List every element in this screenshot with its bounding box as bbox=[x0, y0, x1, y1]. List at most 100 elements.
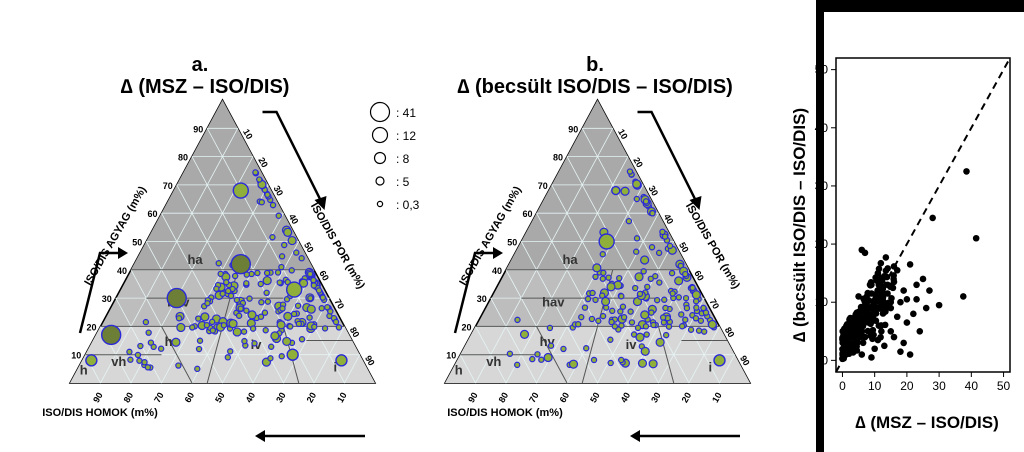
class-label-ha: ha bbox=[562, 252, 578, 267]
data-bubble bbox=[634, 324, 642, 332]
data-bubble-large bbox=[230, 253, 252, 275]
data-bubble bbox=[662, 304, 669, 312]
class-label-i: i bbox=[334, 360, 338, 375]
data-bubble bbox=[318, 305, 325, 312]
legend-label: : 0,3 bbox=[396, 198, 420, 212]
data-bubble bbox=[262, 327, 269, 334]
legend-label: : 8 bbox=[396, 152, 410, 166]
ternary-chart-a: hahavhvvhhivi101010202020303030404040505… bbox=[42, 98, 420, 442]
scatter-point bbox=[887, 298, 895, 306]
scatter-point bbox=[910, 310, 917, 318]
scatter-point bbox=[858, 327, 866, 335]
data-bubble bbox=[605, 274, 612, 281]
data-bubble bbox=[692, 315, 700, 322]
data-bubble bbox=[640, 268, 647, 275]
scatter-point bbox=[874, 336, 882, 344]
grid-line-sand bbox=[520, 241, 598, 384]
grid-line-silt bbox=[161, 184, 269, 384]
data-bubble bbox=[310, 276, 317, 284]
data-bubble bbox=[315, 287, 323, 294]
data-bubble bbox=[256, 176, 263, 183]
data-bubble bbox=[240, 328, 248, 335]
clay-tick-label: 90 bbox=[568, 124, 578, 134]
data-bubble bbox=[257, 313, 265, 320]
data-bubble bbox=[626, 168, 634, 175]
data-bubble bbox=[592, 273, 599, 281]
data-bubble bbox=[306, 270, 314, 278]
data-bubble bbox=[636, 290, 644, 298]
data-bubble bbox=[298, 278, 309, 288]
sand-tick-label: 60 bbox=[558, 391, 572, 405]
sand-tick-label: 70 bbox=[152, 391, 166, 405]
data-bubble bbox=[258, 198, 265, 206]
clay-tick-label: 20 bbox=[461, 322, 471, 332]
data-bubble bbox=[137, 342, 144, 350]
scatter-point bbox=[871, 298, 878, 306]
scatter-point bbox=[854, 339, 861, 346]
clay-arrow-head bbox=[493, 247, 503, 259]
panel-b-letter: b. bbox=[586, 54, 604, 76]
data-bubble bbox=[601, 296, 611, 307]
data-bubble bbox=[321, 325, 329, 332]
data-bubble bbox=[246, 295, 253, 302]
data-bubble bbox=[538, 356, 545, 363]
data-bubble bbox=[625, 217, 633, 225]
scatter-point bbox=[884, 281, 891, 289]
data-bubble bbox=[171, 337, 181, 347]
data-bubble bbox=[283, 311, 293, 321]
data-bubble bbox=[618, 293, 625, 300]
y-tick-label: 40 bbox=[815, 121, 829, 135]
class-label-ha: ha bbox=[187, 252, 203, 267]
grid-line-sand bbox=[115, 297, 162, 384]
silt-tick-label: 40 bbox=[287, 212, 301, 226]
data-bubble bbox=[632, 284, 639, 292]
scatter-point bbox=[874, 269, 882, 277]
data-bubble bbox=[213, 285, 220, 292]
data-bubble bbox=[619, 303, 627, 310]
clay-tick-label: 80 bbox=[553, 153, 563, 163]
data-bubble bbox=[513, 361, 521, 369]
legend-label: : 41 bbox=[396, 106, 416, 120]
data-bubble bbox=[224, 287, 232, 295]
data-bubble bbox=[241, 337, 248, 345]
x-tick-label: 40 bbox=[965, 379, 979, 393]
data-bubble bbox=[220, 322, 228, 329]
data-bubble bbox=[590, 356, 598, 364]
x-tick-label: 0 bbox=[839, 379, 846, 393]
class-boundary bbox=[658, 326, 675, 384]
data-bubble bbox=[650, 321, 657, 329]
data-bubble bbox=[295, 320, 303, 328]
data-bubble bbox=[258, 299, 265, 306]
data-bubble bbox=[547, 342, 555, 349]
data-bubble bbox=[261, 309, 269, 316]
data-bubble bbox=[689, 284, 696, 292]
clay-tick-label: 30 bbox=[102, 294, 112, 304]
data-bubble bbox=[609, 307, 616, 315]
data-bubble bbox=[608, 318, 615, 326]
data-bubble bbox=[263, 289, 270, 297]
data-bubble bbox=[682, 316, 689, 323]
scatter-point bbox=[903, 296, 911, 303]
data-bubble-large bbox=[232, 182, 250, 199]
data-bubble bbox=[270, 331, 280, 341]
sand-tick-label: 10 bbox=[335, 391, 349, 405]
x-tick-label: 30 bbox=[932, 379, 946, 393]
silt-tick-label: 90 bbox=[738, 354, 752, 368]
data-bubble bbox=[546, 324, 554, 332]
scatter-point bbox=[861, 314, 869, 321]
clay-arrow-head bbox=[118, 247, 128, 259]
grid-line-sand bbox=[490, 297, 537, 384]
data-bubble bbox=[227, 348, 234, 355]
sand-arrow-head bbox=[630, 430, 640, 442]
data-bubble bbox=[290, 310, 298, 318]
scatter-point bbox=[852, 316, 859, 323]
data-bubble bbox=[628, 319, 636, 326]
silt-tick-label: 20 bbox=[631, 156, 645, 170]
y-tick-label: 30 bbox=[815, 179, 829, 193]
data-bubble bbox=[223, 279, 230, 286]
data-bubble bbox=[568, 359, 579, 369]
data-bubble bbox=[627, 308, 634, 315]
scatter-point bbox=[913, 281, 920, 289]
scatter-point bbox=[972, 234, 980, 242]
silt-tick-label: 70 bbox=[333, 297, 347, 311]
